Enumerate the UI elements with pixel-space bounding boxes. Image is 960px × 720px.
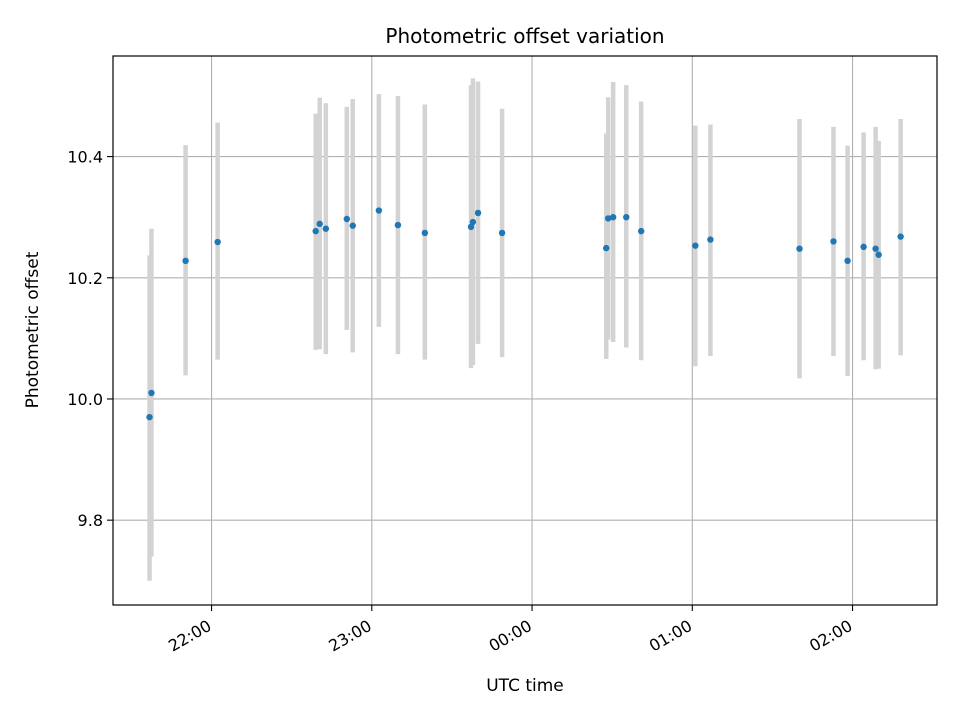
x-axis-label: UTC time <box>486 676 564 696</box>
data-point <box>623 213 630 221</box>
data-point <box>872 245 879 252</box>
data-point <box>707 236 714 243</box>
data-point <box>897 233 904 240</box>
data-point <box>796 245 803 252</box>
data-point <box>182 257 189 265</box>
data-point <box>467 223 475 231</box>
plot-frame <box>112 55 938 606</box>
data-point <box>312 227 319 235</box>
y-tick-label: 10.2 <box>67 269 103 288</box>
data-point <box>343 215 351 223</box>
y-axis-label: Photometric offset <box>23 251 43 408</box>
data-point <box>214 238 221 246</box>
y-tick-label: 10.4 <box>67 148 103 167</box>
data-point <box>421 229 429 237</box>
y-axis-ticks: 9.8 10.0 10.2 10.4 <box>67 148 113 530</box>
grid <box>113 56 937 605</box>
data-points <box>146 207 904 421</box>
data-point <box>474 209 482 217</box>
data-point <box>322 225 330 232</box>
y-tick-label: 10.0 <box>67 390 103 409</box>
y-tick-label: 9.8 <box>78 511 103 530</box>
data-point <box>375 207 383 214</box>
data-point <box>469 218 477 226</box>
chart-title: Photometric offset variation <box>385 24 664 48</box>
data-point <box>316 220 323 228</box>
data-point <box>875 251 882 258</box>
data-point <box>604 215 612 222</box>
data-point <box>498 229 506 237</box>
x-axis-ticks: 22:00 23:00 00:00 01:00 02:00 <box>165 605 856 656</box>
data-point <box>830 238 837 245</box>
data-point <box>349 222 356 229</box>
data-point <box>609 213 617 221</box>
data-point <box>860 243 867 251</box>
data-point <box>692 242 699 249</box>
data-point <box>148 389 155 397</box>
data-point <box>394 221 402 229</box>
data-point <box>637 227 645 235</box>
data-point <box>146 413 153 421</box>
data-point <box>603 244 610 252</box>
data-point <box>844 257 851 265</box>
